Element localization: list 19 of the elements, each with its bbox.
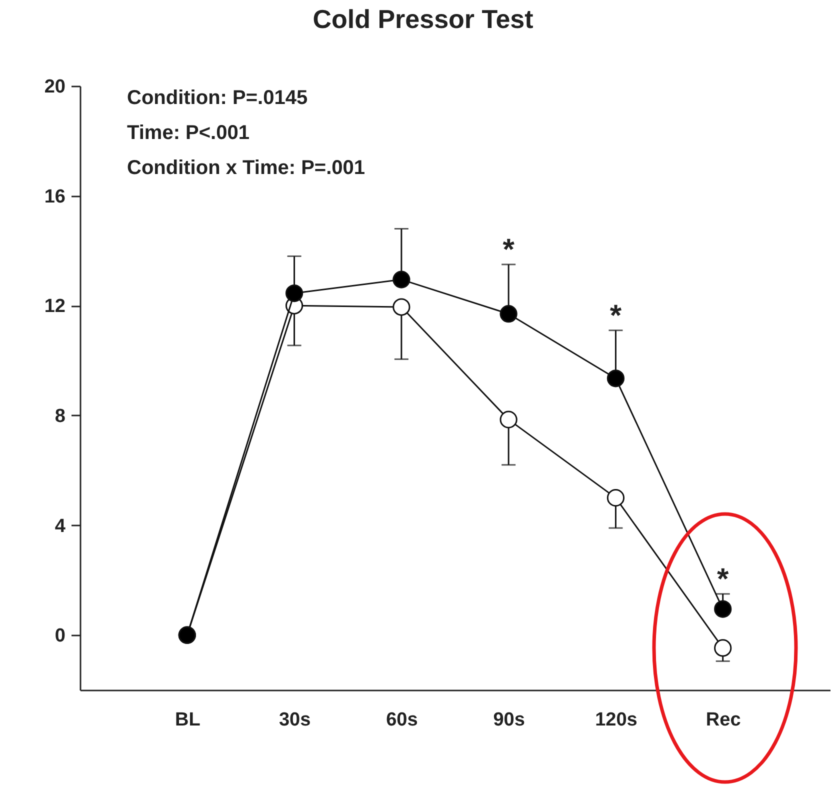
annotation: Time: P<.001: [127, 122, 250, 144]
annotation: *: [717, 562, 730, 596]
y-tick-label: 12: [44, 296, 66, 318]
x-tick-label: 90s: [493, 710, 525, 730]
y-tick-label: 16: [44, 186, 66, 208]
annotation: Condition x Time: P=.001: [127, 157, 366, 179]
chart-title: Cold Pressor Test: [312, 4, 534, 34]
annotation: *: [502, 233, 515, 266]
x-tick-label: 120s: [595, 710, 638, 730]
x-tick-label: 60s: [386, 710, 418, 730]
y-tick-label: 20: [44, 76, 66, 98]
annotation: *: [610, 299, 622, 332]
y-tick-label: 8: [54, 406, 66, 427]
annotation: Condition: P=.0145: [127, 87, 308, 109]
x-tick-label: Rec: [706, 710, 742, 730]
y-tick-label: 4: [54, 516, 66, 537]
x-tick-label: BL: [174, 710, 201, 730]
y-tick-label: 0: [54, 626, 66, 647]
x-tick-label: 30s: [278, 710, 311, 730]
